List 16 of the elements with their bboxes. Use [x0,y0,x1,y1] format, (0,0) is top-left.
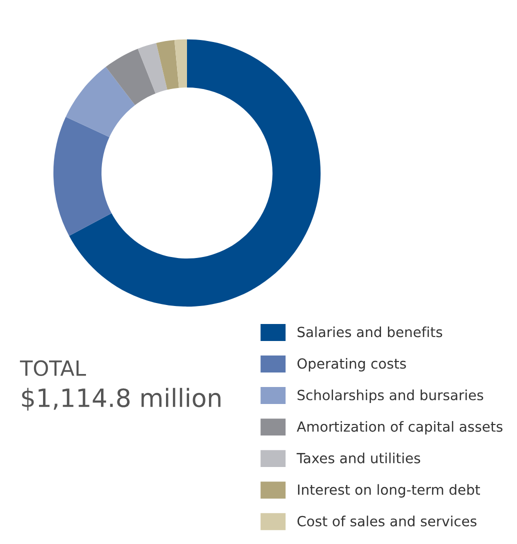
legend-label: Scholarships and bursaries [298,390,484,403]
legend-label: Interest on long-term debt [298,484,480,498]
donut-slice [53,116,112,236]
legend-label: Taxes and utilities [296,452,420,464]
donut-slice [174,39,187,88]
text: $1,114.8 million [22,388,220,411]
text: TOTAL [20,360,86,376]
legend-label: Cost of sales and services [297,516,476,526]
donut-slice [138,42,168,94]
legend-label: Operating costs [297,358,406,372]
donut-slice [69,39,321,307]
donut-slice [106,48,156,106]
legend-label: Amortization of capital assets [296,421,502,435]
donut-slice [66,66,136,138]
donut-slice [156,40,179,90]
legend-label: Salaries and benefits [298,326,442,338]
